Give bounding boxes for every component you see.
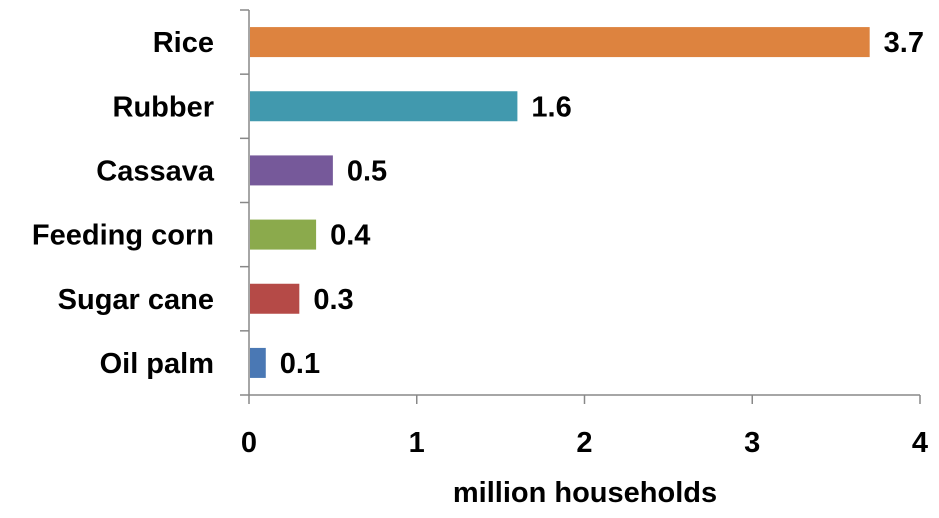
- category-label: Oil palm: [100, 348, 214, 380]
- axis-layer: [240, 9, 921, 404]
- x-axis-title: million households: [453, 477, 717, 509]
- x-tick-label: 3: [744, 427, 760, 459]
- bar-sugar-cane: [250, 283, 300, 314]
- category-label: Feeding corn: [32, 220, 214, 252]
- bar-feeding-corn: [250, 219, 317, 250]
- bars-layer: [250, 27, 870, 378]
- labels-layer: Rice 3.7 Rubber 1.6 Cassava 0.5 Feeding corn 0.…: [32, 27, 928, 459]
- value-label: 3.7: [884, 27, 924, 59]
- value-label: 0.4: [330, 220, 370, 252]
- bar-rice: [250, 27, 870, 58]
- bar-cassava: [250, 155, 333, 186]
- value-label: 0.5: [347, 155, 387, 187]
- category-label: Rice: [153, 27, 214, 59]
- value-label: 0.1: [280, 348, 320, 380]
- category-label: Sugar cane: [58, 284, 214, 316]
- x-tick-label: 0: [241, 427, 257, 459]
- bar-rubber: [250, 91, 518, 122]
- value-label: 1.6: [531, 91, 571, 123]
- x-tick-label: 4: [912, 427, 928, 459]
- x-tick-label: 1: [409, 427, 425, 459]
- x-tick-label: 2: [576, 427, 592, 459]
- value-label: 0.3: [313, 284, 353, 316]
- bar-oil-palm: [250, 347, 266, 378]
- category-label: Cassava: [96, 155, 215, 187]
- category-label: Rubber: [113, 91, 215, 123]
